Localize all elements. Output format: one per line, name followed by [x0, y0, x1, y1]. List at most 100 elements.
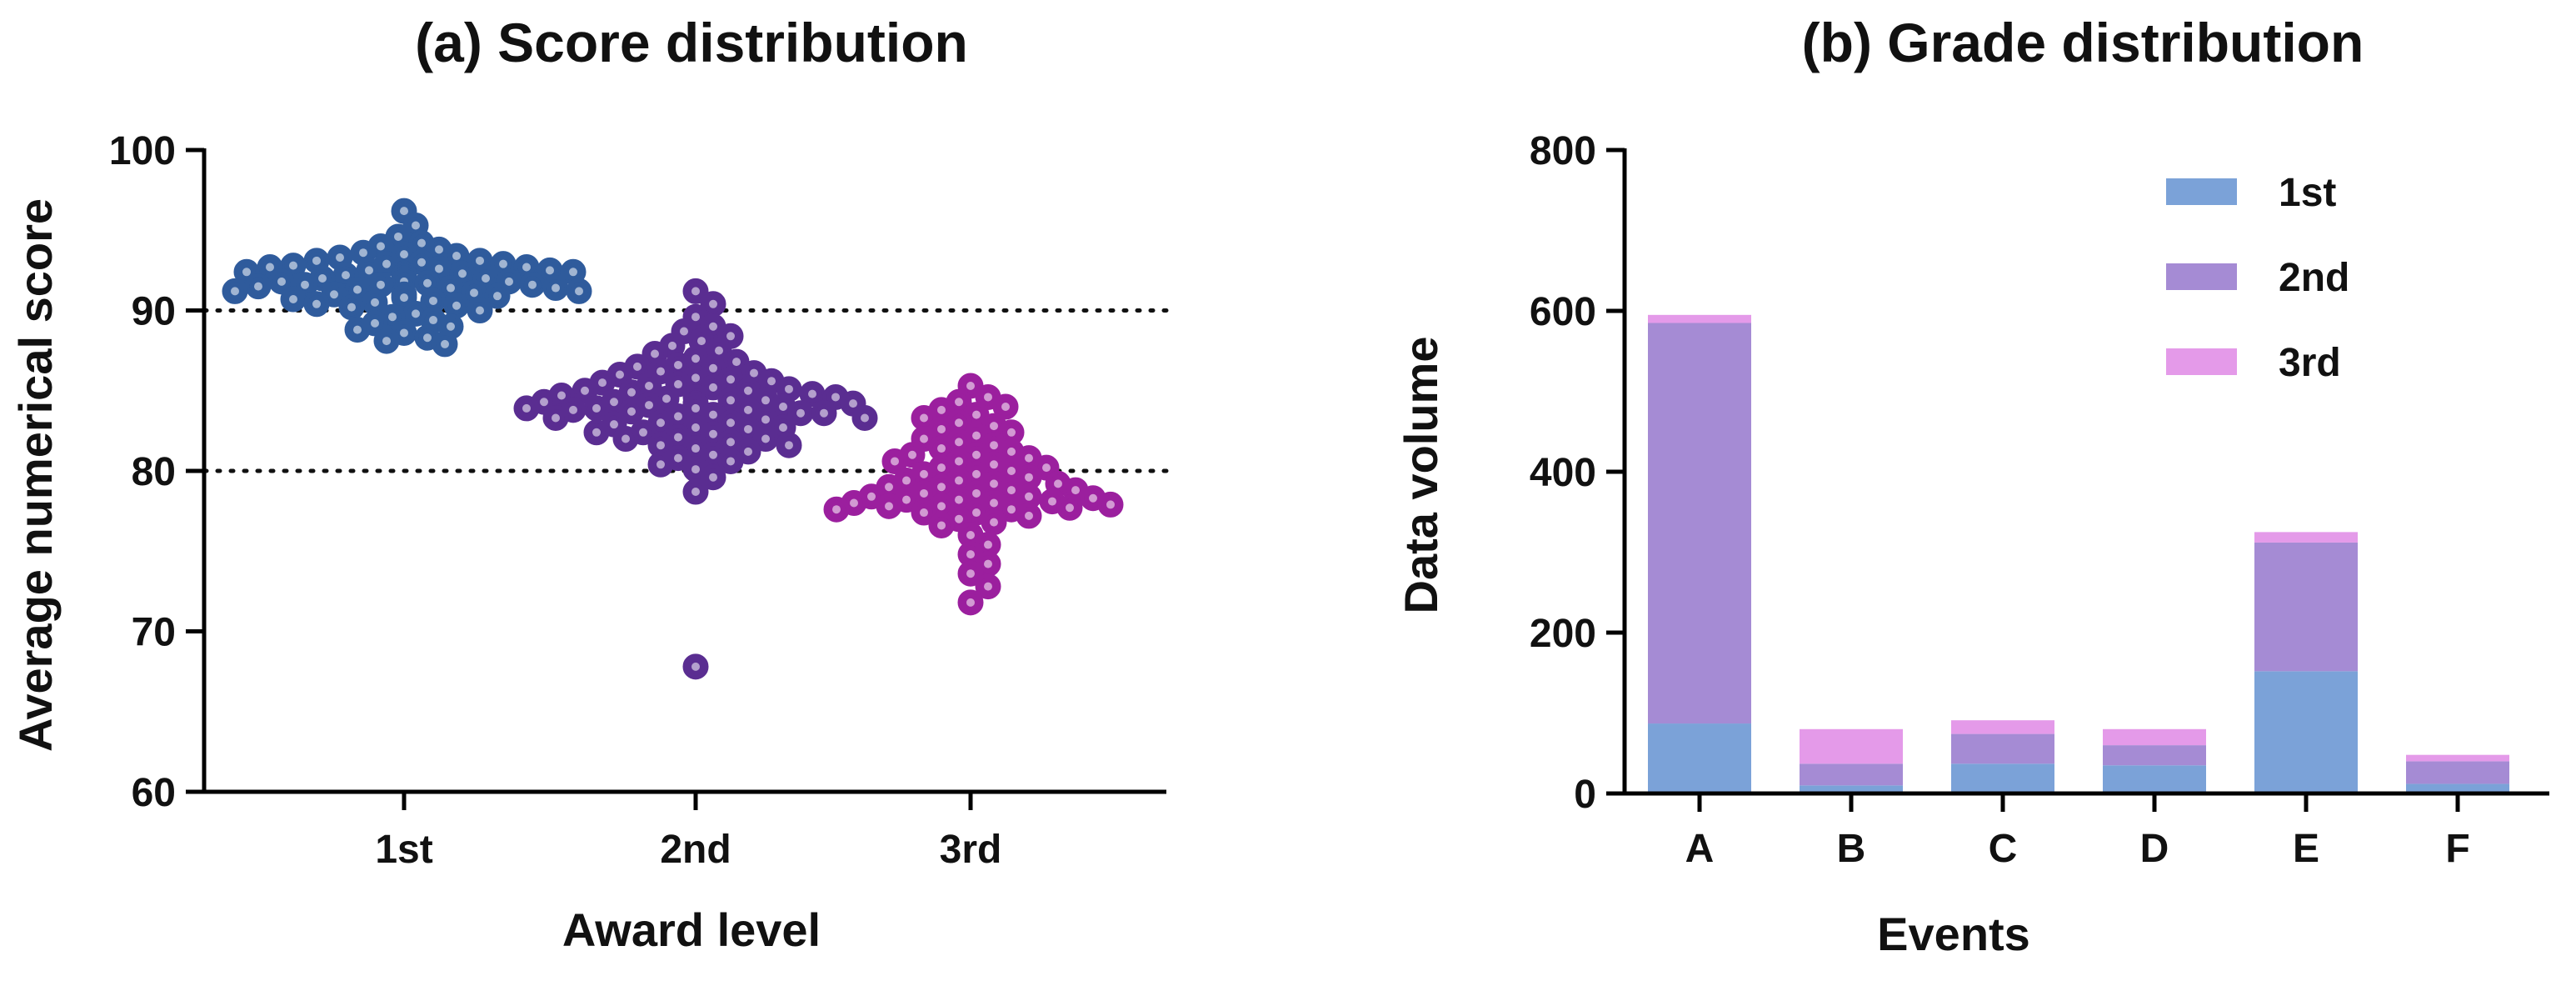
- bar-segment: [1800, 785, 1903, 793]
- score-point-center: [697, 337, 706, 346]
- score-point-center: [336, 253, 344, 262]
- score-point-center: [691, 465, 700, 474]
- score-point-center: [990, 479, 998, 488]
- score-point-center: [458, 269, 467, 278]
- score-point-center: [691, 354, 700, 363]
- score-point-center: [1071, 486, 1080, 495]
- score-point-center: [761, 396, 770, 405]
- score-point-center: [709, 363, 717, 373]
- score-point-center: [610, 420, 618, 429]
- score-point-center: [966, 550, 975, 559]
- bar-segment: [1800, 728, 1903, 764]
- score-point-center: [289, 261, 297, 270]
- chart-b-title: (b) Grade distribution: [1802, 12, 2364, 73]
- score-point-center: [849, 399, 857, 408]
- score-point-center: [470, 288, 478, 298]
- score-point-center: [400, 293, 408, 303]
- score-point-center: [984, 582, 992, 591]
- score-point-center: [691, 488, 700, 497]
- bar-segment: [2406, 754, 2509, 762]
- score-point-center: [482, 274, 490, 283]
- score-point-center: [289, 295, 297, 304]
- score-point-center: [761, 415, 770, 424]
- score-point-center: [832, 505, 841, 514]
- score-point-center: [920, 434, 928, 443]
- score-point-center: [744, 386, 752, 395]
- bar-segment: [2103, 765, 2206, 793]
- score-point-center: [691, 313, 700, 322]
- score-point-center: [633, 362, 642, 371]
- bar-segment: [2406, 761, 2509, 784]
- y-tick-label: 70: [132, 611, 176, 655]
- score-point-center: [674, 360, 682, 369]
- score-point-center: [581, 386, 589, 395]
- x-tick-label: F: [2445, 827, 2469, 871]
- score-point-center: [528, 280, 537, 289]
- score-point-center: [691, 423, 700, 433]
- score-point-center: [966, 381, 975, 390]
- score-point-center: [1025, 473, 1033, 482]
- score-point-center: [1054, 479, 1062, 488]
- score-point-center: [674, 412, 682, 421]
- score-point-center: [435, 264, 443, 273]
- score-point-center: [709, 383, 717, 392]
- score-point-center: [891, 457, 899, 466]
- legend-label: 3rd: [2279, 341, 2341, 385]
- score-point-center: [726, 438, 735, 447]
- score-point-center: [902, 495, 911, 504]
- score-point-center: [674, 380, 682, 389]
- legend-label: 2nd: [2279, 256, 2349, 300]
- score-point-center: [400, 328, 408, 338]
- score-point-center: [691, 287, 700, 296]
- score-point-center: [984, 559, 992, 568]
- x-tick-label: 1st: [375, 828, 432, 872]
- bar-segment: [2103, 728, 2206, 746]
- score-point-center: [242, 268, 251, 277]
- score-point-center: [522, 263, 531, 272]
- score-point-center: [990, 422, 998, 431]
- score-point-center: [861, 413, 869, 423]
- bar-segment: [2103, 745, 2206, 766]
- score-point-center: [820, 408, 828, 418]
- score-point-center: [1007, 486, 1016, 495]
- score-point-center: [1001, 403, 1010, 411]
- bar-segment: [2254, 532, 2358, 543]
- score-point-center: [955, 495, 963, 504]
- score-point-center: [312, 256, 321, 265]
- y-tick-label: 0: [1574, 773, 1596, 817]
- score-point-center: [552, 413, 560, 423]
- y-tick-label: 80: [132, 450, 176, 494]
- score-point-center: [966, 598, 975, 607]
- score-point-center: [767, 377, 776, 386]
- score-point-center: [691, 662, 700, 671]
- score-point-center: [394, 232, 402, 241]
- chart-b-x-axis-label: Events: [1877, 908, 2030, 960]
- score-point-center: [1066, 503, 1074, 513]
- score-point-center: [966, 569, 975, 578]
- bar-segment: [1951, 720, 2054, 734]
- score-point-center: [301, 280, 309, 289]
- score-point-center: [1106, 500, 1115, 509]
- score-point-center: [546, 266, 554, 275]
- score-point-center: [318, 274, 327, 283]
- score-point-center: [639, 428, 647, 437]
- score-point-center: [569, 268, 577, 277]
- score-point-center: [955, 514, 963, 523]
- score-point-center: [709, 410, 717, 419]
- score-point-center: [761, 434, 770, 443]
- score-point-center: [990, 460, 998, 469]
- score-point-center: [592, 428, 601, 437]
- score-point-center: [920, 469, 928, 478]
- score-point-center: [972, 469, 981, 478]
- score-point-center: [557, 391, 566, 400]
- x-tick-label: 2nd: [660, 828, 731, 872]
- bar-segment: [1648, 723, 1751, 793]
- score-point-center: [423, 333, 432, 343]
- score-point-center: [1025, 492, 1033, 501]
- bar-segment: [2406, 783, 2509, 793]
- score-point-center: [312, 299, 321, 308]
- score-point-center: [709, 299, 717, 308]
- score-point-center: [382, 337, 391, 346]
- score-point-center: [627, 388, 636, 397]
